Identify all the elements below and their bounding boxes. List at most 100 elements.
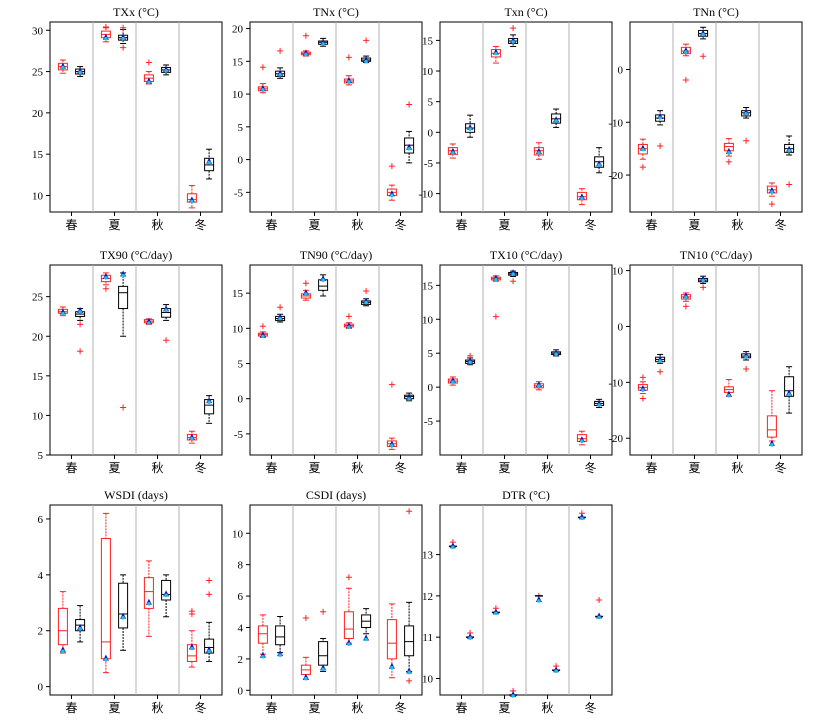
panel-11: DTR (°C) 10 11 12 13 春 夏 秋 冬 — [422, 488, 613, 715]
y-tick-label: 15 — [32, 149, 44, 161]
panel-7: TX10 (°C/day) -5 0 5 10 15 春 夏 秋 冬 — [422, 248, 613, 475]
obs-marker-cyan — [121, 615, 125, 620]
obs-marker-cyan — [321, 42, 325, 46]
outlier-point — [639, 374, 646, 381]
obs-marker-cyan — [701, 278, 705, 283]
obs-marker-cyan — [727, 393, 731, 398]
x-tick-label: 春 — [265, 218, 277, 232]
x-tick-label: 夏 — [108, 218, 120, 232]
outlier-point — [120, 24, 127, 31]
obs-marker-cyan — [347, 642, 351, 646]
outlier-point — [145, 59, 152, 66]
box — [57, 607, 68, 646]
y-tick-label: 5 — [238, 359, 244, 371]
obs-marker-cyan — [407, 146, 411, 151]
x-tick-label: 秋 — [151, 461, 163, 475]
outlier-point — [120, 404, 127, 411]
outlier-point — [725, 158, 732, 165]
outlier-point — [102, 285, 109, 292]
panel-title: TX10 (°C/day) — [490, 248, 562, 262]
y-tick-label: 11 — [422, 632, 433, 644]
x-tick-label: 冬 — [584, 217, 596, 232]
obs-marker-cyan — [78, 627, 82, 631]
x-tick-label: 夏 — [308, 701, 320, 715]
x-tick-label: 秋 — [541, 701, 553, 715]
obs-marker-cyan — [278, 72, 282, 77]
obs-marker-cyan — [770, 190, 774, 194]
x-tick-label: 夏 — [308, 218, 320, 232]
y-tick-label: -10 — [608, 117, 623, 129]
box — [257, 625, 268, 644]
obs-marker-cyan — [147, 601, 151, 606]
y-tick-label: 2 — [238, 654, 244, 666]
panel-title: WSDI (days) — [104, 488, 168, 502]
outlier-point — [206, 591, 213, 598]
x-tick-label: 秋 — [541, 461, 553, 475]
outlier-point — [700, 284, 707, 291]
panel-1: TXx (°C) 10 15 20 25 30 春 夏 秋 冬 — [32, 5, 223, 232]
x-tick-label: 春 — [645, 461, 657, 475]
y-tick-label: 5 — [238, 122, 244, 134]
obs-marker-cyan — [61, 311, 65, 316]
obs-marker-cyan — [597, 615, 601, 620]
obs-marker-cyan — [658, 359, 662, 363]
y-tick-label: 5 — [38, 450, 44, 462]
outlier-point — [320, 608, 327, 615]
obs-marker-cyan — [684, 295, 688, 300]
obs-marker-cyan — [261, 334, 265, 339]
outlier-point — [406, 677, 413, 684]
x-tick-label: 春 — [65, 218, 77, 232]
x-tick-label: 秋 — [151, 218, 163, 232]
x-tick-label: 冬 — [194, 460, 206, 475]
obs-marker-cyan — [164, 593, 168, 598]
x-tick-label: 秋 — [541, 218, 553, 232]
obs-marker-cyan — [304, 676, 308, 681]
obs-marker-cyan — [684, 50, 688, 54]
obs-marker-cyan — [727, 151, 731, 155]
obs-marker-cyan — [190, 646, 194, 651]
x-tick-label: 冬 — [194, 700, 206, 715]
x-tick-label: 冬 — [774, 460, 786, 475]
obs-marker-cyan — [207, 160, 211, 165]
obs-marker-cyan — [364, 59, 368, 64]
y-tick-label: 5 — [428, 348, 434, 360]
obs-marker-cyan — [121, 36, 125, 41]
outlier-point — [700, 53, 707, 60]
outlier-point — [657, 368, 664, 375]
outlier-point — [259, 323, 266, 330]
outlier-point — [302, 615, 309, 622]
obs-marker-cyan — [104, 657, 108, 662]
obs-marker-cyan — [304, 292, 308, 296]
obs-marker-cyan — [494, 277, 498, 282]
y-tick-label: 0 — [238, 155, 244, 167]
outlier-point — [682, 303, 689, 310]
panel-title: TNn (°C) — [693, 5, 739, 19]
panel-9: WSDI (days) 0 2 4 6 春 夏 秋 冬 — [38, 488, 223, 715]
y-tick-label: 15 — [32, 371, 44, 383]
x-tick-label: 冬 — [584, 460, 596, 475]
x-tick-label: 夏 — [108, 461, 120, 475]
obs-marker-cyan — [537, 599, 541, 603]
x-tick-label: 夏 — [108, 701, 120, 715]
x-tick-label: 秋 — [731, 461, 743, 475]
box — [100, 538, 111, 660]
obs-marker-cyan — [554, 352, 558, 357]
outlier-point — [77, 348, 84, 355]
obs-marker-cyan — [390, 193, 394, 198]
y-tick-label: 0 — [238, 685, 244, 697]
x-tick-label: 春 — [265, 461, 277, 475]
outlier-point — [510, 278, 517, 285]
outlier-point — [682, 77, 689, 84]
outlier-point — [345, 574, 352, 581]
obs-marker-cyan — [278, 316, 282, 321]
outlier-point — [363, 288, 370, 295]
x-tick-label: 春 — [455, 218, 467, 232]
outlier-point — [510, 25, 517, 32]
box — [143, 577, 154, 609]
outlier-point — [786, 181, 793, 188]
panel-2: TNx (°C) -5 0 5 10 15 20 春 夏 秋 冬 — [232, 5, 423, 232]
obs-marker-cyan — [347, 325, 351, 330]
y-tick-label: 13 — [422, 550, 434, 562]
x-tick-label: 夏 — [498, 701, 510, 715]
outlier-point — [363, 37, 370, 44]
